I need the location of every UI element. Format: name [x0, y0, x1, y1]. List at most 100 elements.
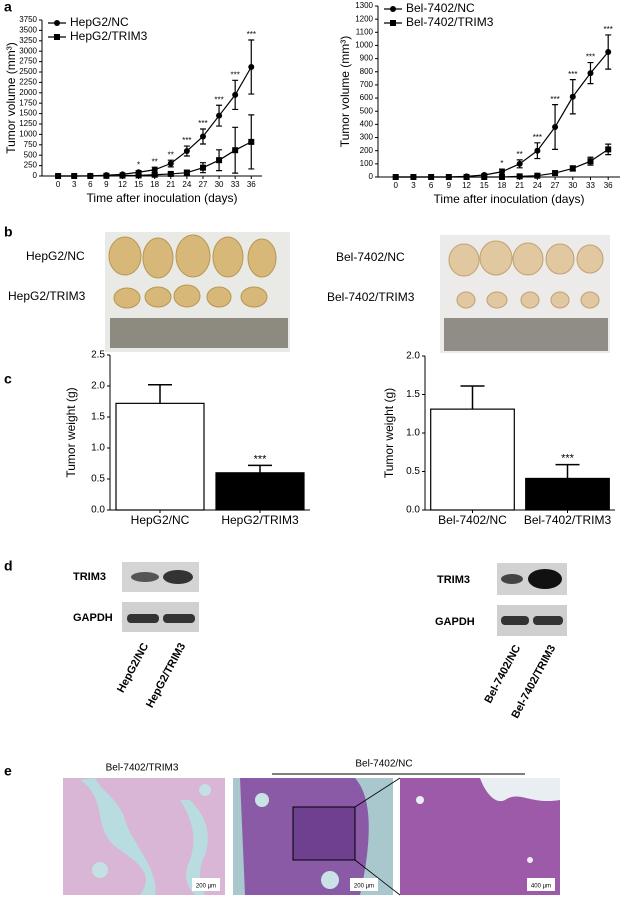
x-tick-label: Bel-7402/TRIM3	[524, 513, 612, 527]
x-tick-label: HepG2/TRIM3	[221, 513, 299, 527]
significance: ***	[550, 95, 559, 104]
x-tick-label: 18	[150, 180, 159, 189]
point	[587, 158, 594, 165]
x-tick-label: 9	[447, 181, 452, 190]
y-tick-label: 1.0	[406, 428, 420, 439]
y-tick-label: 1750	[19, 98, 37, 107]
significance: *	[500, 159, 503, 168]
point	[516, 160, 523, 167]
point	[135, 172, 142, 179]
western-blot-right	[497, 563, 567, 636]
y-tick-label: 1.0	[91, 443, 105, 454]
x-tick-label: Bel-7402/NC	[438, 513, 507, 527]
y-tick-label: 0.0	[91, 505, 105, 516]
point	[534, 147, 541, 154]
panel-label: c	[4, 371, 12, 387]
y-tick-label: 1500	[19, 109, 37, 118]
photo-label: HepG2/NC	[26, 249, 85, 263]
histology-image	[63, 778, 225, 895]
point	[232, 91, 239, 98]
point	[569, 165, 576, 172]
y-tick-label: 1.5	[91, 412, 105, 423]
significance: ***	[198, 119, 207, 128]
y-tick-label: 2.0	[406, 351, 420, 362]
error-bar	[248, 464, 272, 473]
y-tick-label: 2500	[19, 67, 37, 76]
panel-label: a	[4, 0, 12, 15]
x-tick-label: 30	[215, 180, 224, 189]
x-tick-label: 33	[586, 181, 595, 190]
x-tick-label: 12	[118, 180, 127, 189]
y-tick-label: 2000	[19, 88, 37, 97]
point	[463, 174, 470, 180]
significance: ***	[182, 136, 191, 145]
point	[552, 170, 559, 177]
y-tick-label: 3000	[19, 46, 37, 55]
x-tick-label: 9	[104, 180, 109, 189]
significance: *	[137, 161, 140, 170]
x-tick-label: 21	[515, 181, 524, 190]
legend-marker	[54, 34, 60, 40]
y-tick-label: 3750	[19, 15, 37, 24]
point	[71, 173, 78, 179]
x-tick-label: 6	[429, 181, 434, 190]
band-label: TRIM3	[437, 574, 470, 586]
significance: **	[152, 157, 158, 166]
y-tick-label: 0	[369, 172, 374, 181]
y-tick-label: 250	[24, 161, 38, 170]
x-tick-label: 15	[480, 181, 489, 190]
x-tick-label: 3	[411, 181, 416, 190]
point	[605, 49, 612, 56]
y-axis-label: Tumor volume (mm³)	[338, 36, 352, 148]
y-tick-label: 500	[360, 106, 374, 115]
lane-label: Bel-7402/NC	[482, 643, 523, 705]
y-tick-label: 3250	[19, 36, 37, 45]
point	[199, 164, 206, 171]
legend-marker	[390, 6, 396, 12]
legend-marker	[390, 20, 396, 26]
y-tick-label: 2750	[19, 57, 37, 66]
x-tick-label: 36	[604, 181, 613, 190]
y-axis-label: Tumor weight (g)	[382, 388, 396, 478]
y-tick-label: 2.5	[91, 350, 105, 361]
x-tick-label: 18	[497, 181, 506, 190]
x-tick-label: 36	[247, 180, 256, 189]
point	[216, 112, 223, 119]
photo-label: Bel-7402/TRIM3	[327, 290, 415, 304]
panel-label: d	[4, 558, 13, 574]
point	[199, 133, 206, 140]
point	[103, 172, 110, 179]
lane-label: HepG2/NC	[115, 641, 151, 695]
significance: **	[517, 150, 523, 159]
histology-title: Bel-7402/TRIM3	[106, 763, 179, 774]
point	[167, 170, 174, 177]
lane-label: HepG2/TRIM3	[144, 641, 188, 710]
y-tick-label: 1100	[356, 27, 374, 36]
y-tick-label: 0.0	[406, 505, 420, 516]
significance: ***	[214, 95, 223, 104]
histology-image	[400, 778, 560, 895]
point	[534, 172, 541, 179]
point	[498, 168, 505, 175]
point	[516, 173, 523, 180]
error-bar	[460, 385, 485, 410]
y-tick-label: 1000	[19, 130, 37, 139]
y-tick-label: 800	[360, 67, 374, 76]
point	[248, 138, 255, 145]
x-tick-label: 24	[533, 181, 542, 190]
band-label: GAPDH	[73, 612, 113, 624]
y-tick-label: 500	[24, 150, 38, 159]
y-axis-label: Tumor volume (mm³)	[4, 42, 18, 154]
point	[232, 147, 239, 154]
y-tick-label: 400	[360, 119, 374, 128]
scale-bar-box	[527, 878, 555, 891]
legend-label: HepG2/NC	[70, 15, 129, 29]
point	[151, 166, 158, 173]
legend-label: Bel-7402/NC	[406, 1, 475, 15]
photo-label: Bel-7402/NC	[336, 250, 405, 264]
x-tick-label: 3	[72, 180, 77, 189]
scale-bar: 400 µm	[531, 884, 551, 890]
point	[445, 174, 452, 180]
y-tick-label: 1250	[19, 119, 37, 128]
bar	[215, 472, 305, 511]
